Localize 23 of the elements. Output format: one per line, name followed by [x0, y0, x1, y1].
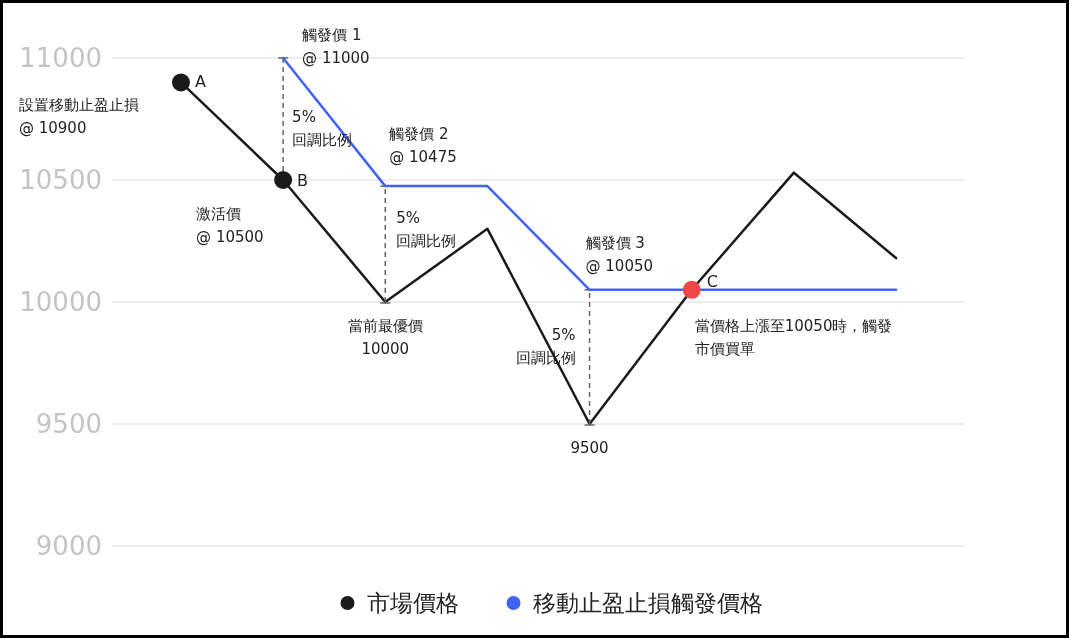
annotation: 觸發價 2 @ 10475 [389, 125, 457, 166]
point [171, 73, 190, 92]
annotation: 5% 回調比例 [292, 108, 353, 149]
y-tick-label: 11000 [19, 43, 102, 73]
annotation: 觸發價 1 @ 11000 [302, 26, 370, 67]
annotation: 5% 回調比例 [396, 209, 457, 250]
point [682, 280, 701, 299]
annotation: 激活價 @ 10500 [196, 205, 264, 246]
annotation: 當價格上漲至10050時，觸發市價買單 [694, 317, 893, 358]
y-tick-label: 10000 [19, 287, 102, 317]
annotation: 設置移動止盈止損 @ 10900 [18, 96, 139, 137]
legend-label: 市場價格 [366, 590, 459, 616]
annotation: 9500 [570, 439, 609, 457]
annotation: C [706, 272, 718, 291]
annotation: B [297, 171, 309, 190]
annotation: 觸發價 3 @ 10050 [585, 234, 654, 275]
annotation: A [194, 72, 206, 91]
annotation: 當前最優價 10000 [347, 317, 423, 358]
y-tick-label: 9500 [35, 409, 102, 439]
y-tick-label: 10500 [19, 165, 102, 195]
legend-label: 移動止盈止損觸發價格 [532, 590, 763, 616]
point [274, 171, 293, 189]
y-tick-label: 9000 [35, 531, 102, 561]
